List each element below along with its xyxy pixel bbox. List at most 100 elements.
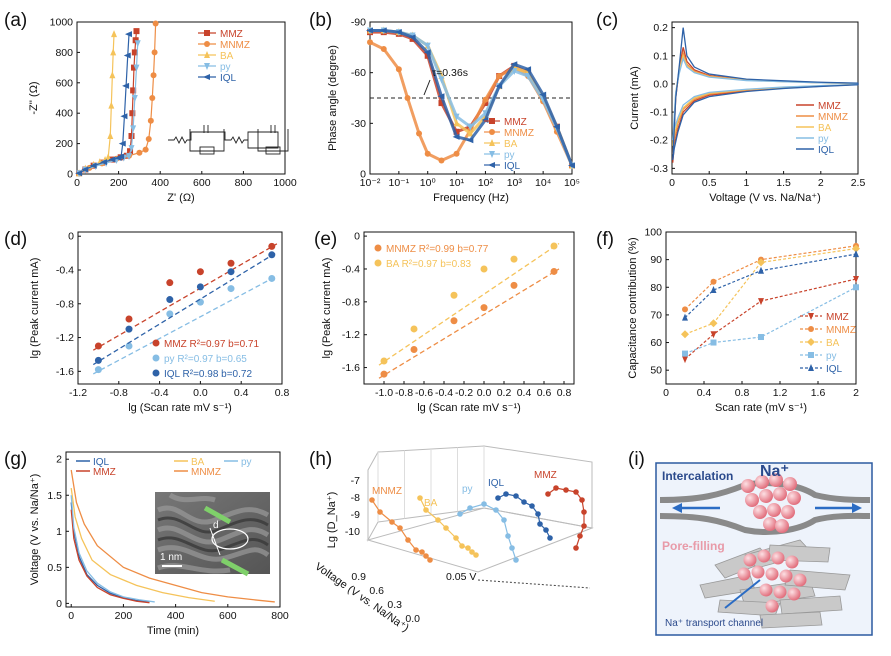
point-BA — [467, 129, 474, 137]
na-ion-ball — [779, 569, 793, 583]
na-ion-ball — [781, 505, 795, 519]
point-IQL — [568, 162, 575, 169]
y-tick-label: -0.3 — [650, 163, 668, 175]
y-tick-label: -0.1 — [650, 107, 668, 119]
point-IQL — [108, 156, 116, 163]
y-tick-label: -30 — [351, 118, 366, 130]
chart-c-cv: 0 0.5 1 1.5 2 2.5 -0.3 -0.2 -0.1 0.0 0.1 0.2 Voltage… — [629, 21, 865, 204]
tem-inset: d 1 nm — [155, 492, 270, 577]
y-axis-label: lg (Peak current mA) — [321, 258, 333, 359]
point-MNMZ — [380, 370, 388, 378]
point-py — [525, 73, 532, 81]
x-tick-label: 10⁵ — [564, 177, 580, 189]
point-MNMZ — [438, 157, 445, 164]
point-MMZ — [710, 331, 717, 339]
plot-frame — [77, 231, 283, 385]
x-tick-label: 10² — [478, 177, 494, 189]
y-tick-label: 0.0 — [653, 78, 668, 90]
point-IQL — [535, 511, 541, 517]
legend-label-IQL: IQL — [818, 145, 835, 156]
z-tick-label: -9 — [351, 509, 360, 521]
y-tick-label: 0 — [56, 598, 62, 610]
point-MNMZ — [380, 46, 387, 53]
na-ion-ball — [769, 473, 783, 487]
legend-marker-MMZ — [489, 118, 495, 124]
point-MMZ — [166, 279, 174, 287]
point-MNMZ — [496, 73, 503, 80]
resistor-box — [199, 146, 215, 155]
plot-frame — [665, 231, 857, 385]
point-MNMZ — [151, 49, 158, 56]
na-ion-ball — [785, 555, 799, 569]
na-ion-ball — [767, 503, 781, 517]
point-MNMZ — [510, 281, 518, 289]
point-IQL — [123, 52, 131, 59]
x-tick-label: 10⁰ — [420, 177, 437, 189]
legend-label-BA: BA — [818, 123, 832, 134]
x-axis-label: Time (min) — [147, 625, 199, 637]
panel-label-b: (b) — [309, 10, 332, 31]
point-py — [513, 557, 519, 563]
point-py — [453, 113, 460, 121]
x-tick-label: 0 — [669, 177, 675, 189]
point-py — [196, 298, 204, 306]
y-tick-label: -0.8 — [342, 296, 360, 308]
voltage-tick-label: 0.3 — [387, 599, 402, 611]
chart-a-nyquist: 0 200 400 600 800 1000 0 200 400 600 800 1000 Z' (Ω)… — [28, 17, 297, 205]
point-MNMZ — [416, 130, 423, 137]
legend-label-MMZ: MMZ — [826, 312, 849, 323]
point-MMZ — [196, 268, 204, 276]
point-py — [131, 95, 138, 102]
scale-bar-label: 1 nm — [160, 552, 182, 563]
point-MMZ — [453, 128, 460, 135]
point-IQL — [122, 82, 130, 89]
plot-frame — [76, 21, 286, 175]
x-tick-label: 1 — [743, 177, 749, 189]
pore-filling-label: Pore-filling — [662, 539, 725, 553]
x-tick-label: 400 — [151, 177, 169, 189]
na-ion-ball — [787, 587, 801, 601]
legend-label-MMZ: MMZ — [818, 101, 841, 112]
y-tick-label: 800 — [55, 47, 73, 59]
point-py — [853, 284, 859, 291]
panel-label-a: (a) — [4, 10, 27, 31]
legend-marker-IQL — [152, 369, 160, 377]
legend-label-py: py R²=0.97 b=0.65 — [164, 354, 247, 365]
point-BA — [410, 325, 418, 333]
na-ion-ball — [783, 477, 797, 491]
x-tick-label: -0.2 — [455, 387, 473, 399]
na-ion-label: Na⁺ — [760, 463, 789, 480]
x-tick-label: 0.8 — [275, 387, 290, 399]
y-tick-label: 600 — [55, 77, 73, 89]
point-MMZ — [129, 110, 136, 117]
na-ion-ball — [737, 567, 751, 581]
y-axis-label: Voltage (V vs. Na/Na⁺) — [29, 474, 41, 586]
point-MNMZ — [397, 525, 403, 531]
na-ion-ball — [763, 517, 777, 531]
series-label-MNMZ: MNMZ — [372, 486, 402, 497]
fit-line-BA — [378, 242, 560, 366]
legend-label-MMZ: MMZ R²=0.97 b=0.71 — [164, 339, 259, 350]
point-py — [134, 40, 141, 48]
point-MNMZ — [682, 306, 688, 313]
point-BA — [459, 543, 465, 549]
point-MNMZ — [149, 95, 156, 101]
y-tick-label: 200 — [55, 138, 73, 150]
point-py — [509, 545, 515, 551]
series-line-BA — [78, 34, 115, 174]
point-py — [130, 125, 137, 133]
x-tick-label: 0 — [74, 177, 80, 189]
point-IQL — [521, 499, 527, 505]
point-IQL — [537, 521, 543, 527]
y-axis-label: lg (Peak current mA) — [29, 258, 41, 359]
point-BA — [453, 535, 459, 541]
point-IQL — [100, 159, 108, 166]
x-tick-label: 1.5 — [776, 177, 791, 189]
point-IQL — [117, 153, 125, 160]
point-BA — [110, 48, 117, 56]
point-BA — [109, 71, 116, 79]
point-py — [227, 285, 235, 293]
point-IQL — [547, 535, 553, 541]
y-axis-label: Current (mA) — [629, 66, 641, 130]
y-tick-label: -0.4 — [342, 263, 360, 275]
